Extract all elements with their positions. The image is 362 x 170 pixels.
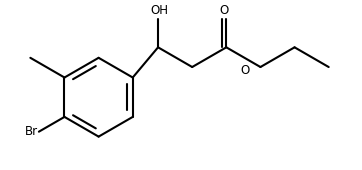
Text: Br: Br [25,125,38,138]
Text: O: O [219,4,228,17]
Text: OH: OH [150,4,168,17]
Text: O: O [240,64,249,77]
